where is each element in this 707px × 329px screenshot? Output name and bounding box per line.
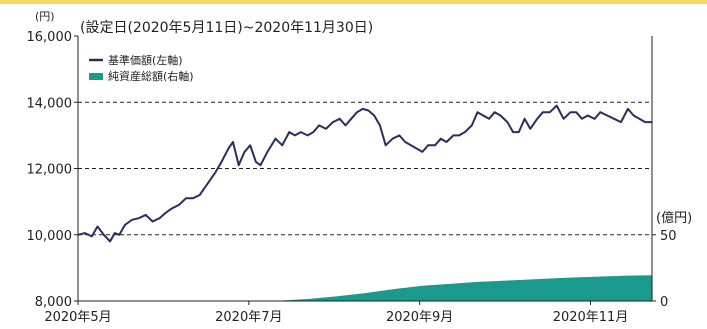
x-axis-tick-label: 2020年7月 (215, 310, 282, 325)
series-line-nav (78, 106, 652, 242)
x-axis-tick-label: 2020年11月 (553, 310, 629, 325)
left-axis-tick-label: 12,000 (27, 163, 73, 178)
left-axis-tick-label: 14,000 (27, 96, 73, 111)
chart-title: (設定日(2020年5月11日)~2020年11月30日) (80, 20, 373, 36)
left-axis-tick-label: 10,000 (27, 229, 73, 244)
left-axis-unit: (円) (35, 10, 55, 23)
x-axis-tick-label: 2020年5月 (44, 310, 111, 325)
left-axis-tick-label: 8,000 (35, 295, 72, 310)
legend-area-swatch (89, 73, 103, 80)
legend-label-assets: 純資産総額(右軸) (108, 69, 194, 83)
right-axis-unit: (億円) (656, 210, 692, 226)
legend: 基準価額(左軸) 純資産総額(右軸) (89, 53, 194, 83)
series-area-total-assets (78, 275, 652, 301)
right-axis-tick-label: 50 (660, 229, 677, 244)
right-axis-tick-label: 0 (660, 295, 668, 310)
line-layer (78, 106, 652, 242)
left-axis-tick-label: 16,000 (27, 30, 73, 45)
x-axis-tick-label: 2020年9月 (386, 310, 453, 325)
legend-label-nav: 基準価額(左軸) (108, 53, 183, 67)
area-layer (78, 275, 652, 301)
